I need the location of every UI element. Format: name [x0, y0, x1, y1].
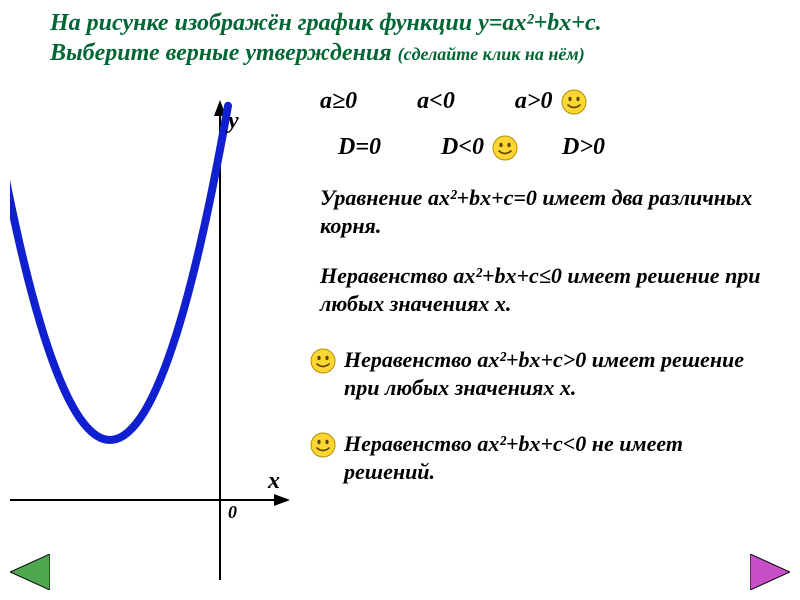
y-axis-label: y — [228, 108, 239, 135]
statement-1[interactable]: Уравнение ax²+bx+c=0 имеет два различных… — [320, 184, 770, 239]
x-axis-arrow — [274, 494, 290, 506]
arrow-left-icon — [10, 554, 50, 590]
page-title: На рисунке изображён график функции у=ax… — [50, 8, 750, 68]
option-d-lt-0[interactable]: D<0 — [441, 134, 484, 161]
origin-label: 0 — [228, 502, 237, 523]
options-row-d: D=0 D<0 D>0 — [338, 134, 665, 161]
title-line2-suffix: (сделайте клик на нём) — [398, 44, 585, 64]
statement-2[interactable]: Неравенство ax²+bx+c≤0 имеет решение при… — [320, 262, 770, 317]
statement-4-text: Неравенство ax²+bx+c<0 не имеет решений. — [344, 431, 683, 484]
prev-button[interactable] — [10, 554, 50, 590]
smiley-icon — [561, 89, 587, 115]
title-line1: На рисунке изображён график функции у=ax… — [50, 10, 602, 36]
arrow-right-icon — [750, 554, 790, 590]
option-a-lt-0[interactable]: a<0 — [417, 88, 455, 115]
option-d-gt-0[interactable]: D>0 — [562, 134, 605, 161]
next-button[interactable] — [750, 554, 790, 590]
smiley-icon — [310, 432, 336, 458]
x-axis-label: x — [268, 468, 280, 495]
smiley-icon — [492, 135, 518, 161]
option-a-ge-0[interactable]: a≥0 — [320, 88, 357, 115]
option-d-eq-0[interactable]: D=0 — [338, 134, 381, 161]
statement-4[interactable]: Неравенство ax²+bx+c<0 не имеет решений. — [344, 430, 770, 485]
parabola-curve — [10, 100, 228, 440]
statement-3[interactable]: Неравенство ax²+bx+c>0 имеет решение при… — [344, 346, 770, 401]
title-line2-prefix: Выберите верные утверждения — [50, 40, 398, 66]
parabola-chart: y x 0 — [10, 100, 290, 580]
options-row-a: a≥0 a<0 a>0 — [320, 88, 587, 115]
smiley-icon — [310, 348, 336, 374]
option-a-gt-0[interactable]: a>0 — [515, 88, 553, 115]
statement-3-text: Неравенство ax²+bx+c>0 имеет решение при… — [344, 347, 744, 400]
